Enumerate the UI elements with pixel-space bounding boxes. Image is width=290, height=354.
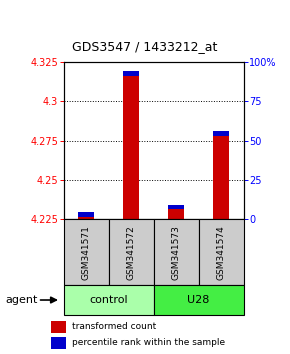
Text: GDS3547 / 1433212_at: GDS3547 / 1433212_at xyxy=(72,40,218,53)
Text: U28: U28 xyxy=(187,295,210,305)
Bar xyxy=(64,285,154,315)
Text: GSM341571: GSM341571 xyxy=(82,225,91,280)
Bar xyxy=(168,205,184,209)
Bar xyxy=(51,337,66,349)
Text: GSM341573: GSM341573 xyxy=(172,225,181,280)
Bar xyxy=(109,219,154,285)
Bar xyxy=(123,72,139,76)
Bar xyxy=(78,212,94,217)
Bar xyxy=(78,217,94,219)
Bar xyxy=(64,219,109,285)
Bar xyxy=(154,219,199,285)
Bar xyxy=(168,209,184,219)
Text: control: control xyxy=(89,295,128,305)
Bar xyxy=(199,219,244,285)
Text: GSM341574: GSM341574 xyxy=(217,225,226,280)
Bar xyxy=(123,76,139,219)
Bar xyxy=(154,285,244,315)
Bar xyxy=(51,321,66,333)
Text: agent: agent xyxy=(6,295,38,305)
Text: percentile rank within the sample: percentile rank within the sample xyxy=(72,338,225,347)
Bar xyxy=(213,136,229,219)
Text: transformed count: transformed count xyxy=(72,322,157,331)
Bar xyxy=(213,131,229,136)
Text: GSM341572: GSM341572 xyxy=(127,225,136,280)
